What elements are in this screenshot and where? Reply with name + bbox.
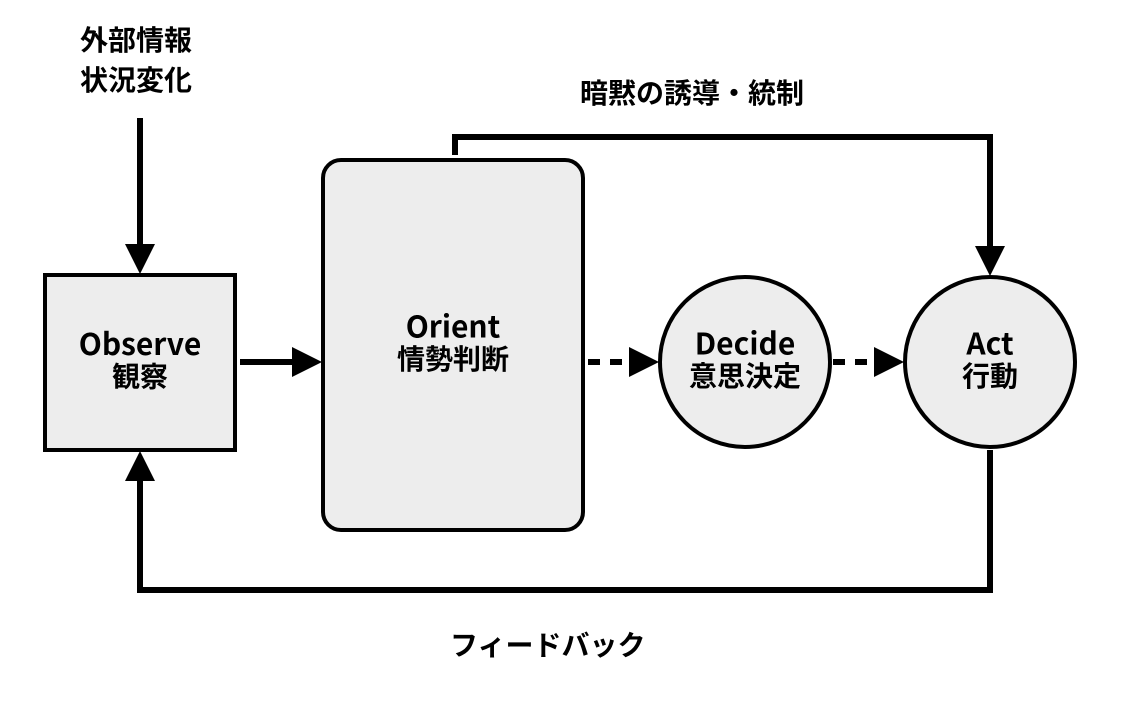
label-feedback: フィードバック [450, 624, 645, 664]
node-orient: Orient情勢判断 [323, 160, 583, 530]
node-act-jp: 行動 [962, 355, 1018, 395]
node-decide: Decide意思決定 [660, 277, 830, 447]
label-external-line2: 状況変化 [80, 59, 192, 99]
nodes-group: Observe観察 Orient情勢判断 Decide意思決定 Act行動 [45, 160, 1075, 530]
node-act: Act行動 [905, 277, 1075, 447]
label-external-line1: 外部情報 [80, 19, 192, 59]
node-observe: Observe観察 [45, 275, 235, 450]
node-orient-jp: 情勢判断 [397, 338, 509, 378]
node-decide-jp: 意思決定 [689, 355, 801, 395]
label-implicit-control: 暗黙の誘導・統制 [580, 72, 804, 112]
ooda-loop-diagram: Observe観察Orient情勢判断Decide意思決定Act行動 外部情報 … [0, 0, 1140, 711]
node-observe-jp: 観察 [112, 356, 168, 396]
